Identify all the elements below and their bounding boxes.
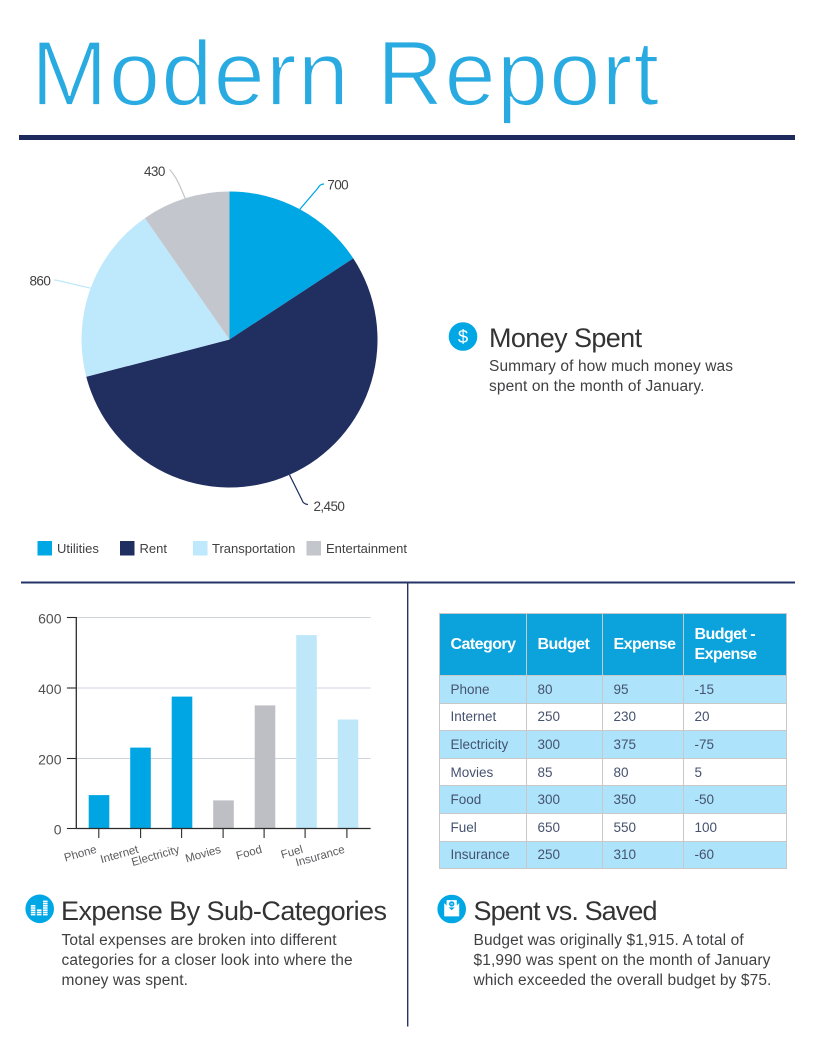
svg-text:Food: Food <box>235 844 264 863</box>
svg-text:Transportation: Transportation <box>212 541 295 556</box>
svg-text:860: 860 <box>30 273 51 288</box>
svg-text:200: 200 <box>38 752 62 768</box>
svg-text:Utilities: Utilities <box>57 541 99 556</box>
svg-text:600: 600 <box>38 611 62 627</box>
svg-text:Phone: Phone <box>63 844 98 865</box>
svg-text:0: 0 <box>54 822 62 838</box>
svg-text:Fuel: Fuel <box>280 844 305 862</box>
svg-text:400: 400 <box>38 681 62 697</box>
svg-text:430: 430 <box>144 164 165 179</box>
svg-text:2,450: 2,450 <box>314 499 345 514</box>
svg-text:Entertainment: Entertainment <box>326 541 407 556</box>
svg-text:Rent: Rent <box>140 541 168 556</box>
svg-text:$: $ <box>458 326 468 347</box>
svg-text:Electricity: Electricity <box>130 844 181 869</box>
svg-text:700: 700 <box>327 178 348 193</box>
svg-text:Movies: Movies <box>184 844 223 866</box>
